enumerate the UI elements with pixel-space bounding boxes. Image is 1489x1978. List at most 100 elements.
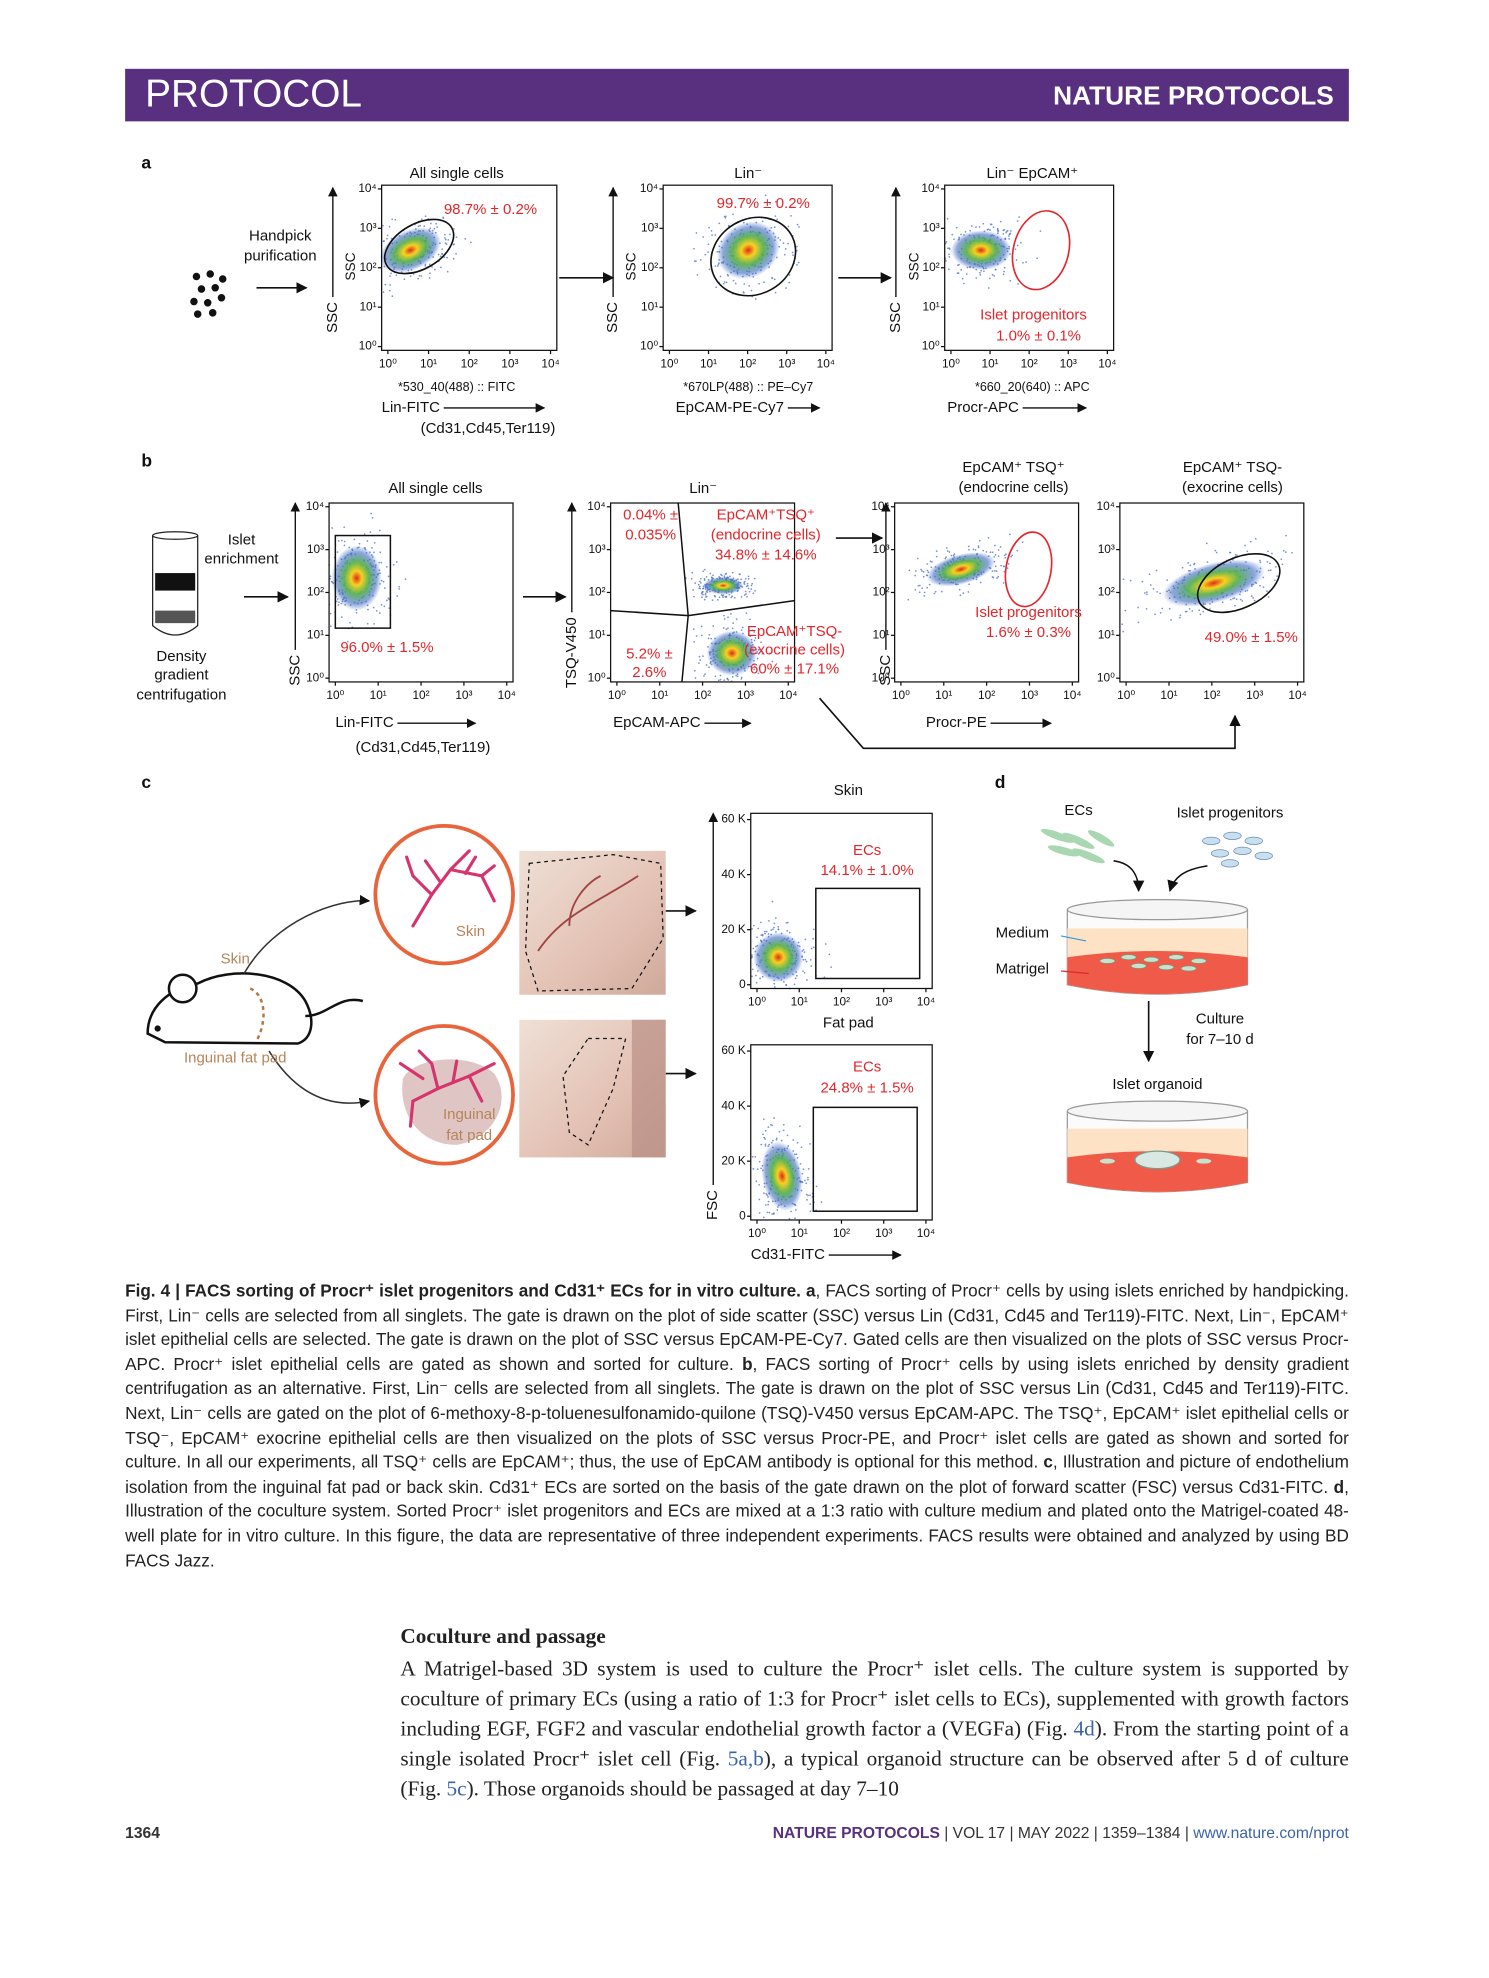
event-dot	[694, 677, 697, 679]
y-axis-label: SSC	[877, 655, 894, 686]
event-dot	[733, 596, 736, 599]
event-dot	[740, 596, 743, 598]
event-dot	[749, 618, 751, 621]
event-dot	[1152, 587, 1155, 590]
event-dot	[379, 551, 382, 554]
event-dot	[753, 665, 756, 668]
event-dot	[790, 1210, 792, 1213]
event-dot	[700, 592, 703, 595]
event-dot	[1233, 597, 1236, 599]
event-dot	[1206, 561, 1209, 564]
event-dot	[769, 652, 771, 655]
event-dot	[439, 266, 442, 269]
event-dot	[329, 625, 332, 628]
event-dot	[349, 621, 351, 624]
event-dot	[424, 215, 427, 218]
event-dot	[766, 1211, 769, 1214]
event-dot	[1229, 598, 1232, 601]
event-dot	[807, 1194, 809, 1197]
event-dot	[922, 575, 925, 578]
event-dot	[444, 242, 447, 245]
illustration-label: Skin	[221, 951, 250, 968]
event-dot	[706, 591, 709, 593]
event-dot	[690, 577, 693, 580]
event-dot	[974, 549, 977, 551]
event-dot	[723, 281, 726, 283]
event-dot	[392, 563, 395, 566]
figure-ref[interactable]: 5a,b	[727, 1746, 764, 1771]
x-tick-label: 10⁰	[660, 356, 678, 370]
panel-letter: c	[141, 772, 151, 792]
event-dot	[753, 924, 755, 927]
x-tick-label: 10²	[978, 688, 995, 702]
event-dot	[794, 1217, 796, 1220]
plot-title: (endocrine cells)	[958, 479, 1068, 496]
event-dot	[336, 551, 339, 553]
plot-title: All single cells	[388, 480, 482, 497]
event-dot	[950, 554, 953, 557]
event-dot	[708, 268, 711, 271]
event-dot	[970, 225, 973, 227]
event-dot	[1276, 575, 1278, 578]
event-dot	[1006, 567, 1009, 569]
photo-shade	[631, 1019, 666, 1158]
y-tick-label: 10¹	[359, 299, 376, 313]
event-dot	[758, 1160, 761, 1163]
event-dot	[1149, 584, 1152, 586]
x-tick-label: 10⁰	[942, 356, 960, 370]
gate-label: 99.7% ± 0.2%	[717, 195, 810, 212]
event-dot	[960, 268, 963, 271]
event-dot	[366, 540, 369, 542]
event-dot	[378, 529, 381, 532]
event-dot	[711, 599, 714, 601]
side-text: enrichment	[204, 550, 279, 567]
event-dot	[810, 947, 813, 950]
event-dot	[1214, 549, 1217, 552]
event-dot	[736, 675, 739, 678]
event-dot	[409, 275, 412, 278]
y-tick-label: 10¹	[872, 627, 889, 641]
illustration-label: Inguinal	[443, 1106, 496, 1123]
event-dot	[726, 627, 729, 630]
event-dot	[1236, 554, 1238, 557]
event-dot	[763, 1136, 766, 1139]
event-dot	[746, 595, 748, 598]
event-dot	[434, 268, 436, 271]
event-dot	[948, 247, 951, 250]
event-dot	[779, 239, 782, 241]
event-dot	[1179, 614, 1182, 617]
figure-ref[interactable]: 4d	[1073, 1716, 1095, 1741]
event-dot	[967, 591, 970, 593]
event-dot	[1008, 238, 1011, 240]
event-dot	[751, 1155, 754, 1158]
event-dot	[708, 226, 710, 229]
event-dot	[383, 587, 386, 589]
figure-ref[interactable]: 5c	[446, 1776, 467, 1801]
event-dot	[699, 258, 702, 261]
x-tick-label: 10⁴	[541, 356, 559, 370]
x-tick-label: 10²	[412, 688, 429, 702]
event-dot	[764, 932, 766, 935]
text-run: ). From the starting point of a single i…	[400, 1716, 1349, 1771]
event-dot	[1145, 607, 1148, 610]
event-dot	[431, 265, 433, 268]
event-dot	[1155, 569, 1158, 572]
event-dot	[1000, 564, 1003, 567]
event-dot	[914, 570, 917, 572]
event-dot	[710, 229, 713, 232]
event-dot	[928, 583, 931, 586]
density	[331, 545, 382, 611]
event-dot	[926, 586, 929, 589]
dish	[1066, 1100, 1249, 1193]
event-dot	[753, 668, 756, 671]
y-tick-label: 10³	[641, 220, 658, 234]
event-dot	[921, 570, 923, 572]
event-dot	[983, 270, 985, 273]
event-dot	[977, 546, 980, 549]
body: Coculture and passage A Matrigel-based 3…	[400, 1624, 1348, 1804]
vessels	[398, 849, 496, 1128]
event-dot	[828, 953, 831, 956]
y-tick-label: 10⁰	[640, 339, 658, 353]
url[interactable]: www.nature.com/nprot	[1193, 1824, 1349, 1842]
event-dot	[1014, 248, 1017, 251]
